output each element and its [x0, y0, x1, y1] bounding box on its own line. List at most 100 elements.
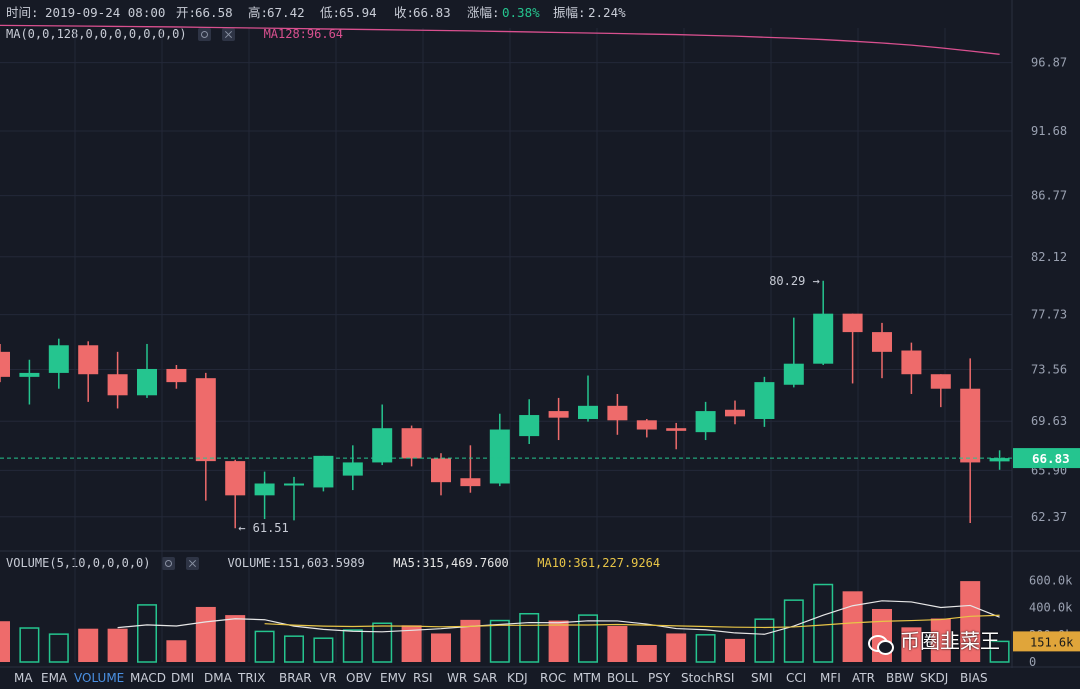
tab-psy[interactable]: PSY	[648, 671, 671, 685]
ohlc-info-bar: 时间: 2019-09-24 08:00 开: 66.58 高: 67.42 低…	[0, 0, 1080, 26]
volume-bar	[254, 630, 275, 663]
candle-body	[195, 378, 216, 462]
volume-bar	[284, 635, 304, 663]
time-value: 2019-09-24 08:00	[45, 5, 166, 20]
close-value: 66.83	[413, 5, 451, 20]
ma5-value: MA5:315,469.7600	[393, 556, 509, 570]
tab-wr[interactable]: WR	[447, 671, 468, 685]
price-tick-label: 96.87	[1031, 56, 1067, 70]
tab-dma[interactable]: DMA	[204, 671, 232, 685]
candle-body	[431, 458, 451, 483]
price-tick-label: 73.56	[1031, 362, 1067, 376]
candle-body	[783, 363, 804, 385]
candle-body	[960, 388, 981, 463]
candle-body	[930, 374, 951, 389]
tab-obv[interactable]: OBV	[346, 671, 372, 685]
volume-bar	[960, 581, 981, 662]
tab-boll[interactable]: BOLL	[607, 671, 638, 685]
tab-dmi[interactable]: DMI	[171, 671, 195, 685]
volume-bar	[901, 627, 922, 662]
tab-stochrsi[interactable]: StochRSI	[681, 671, 735, 685]
time-label: 时间:	[6, 5, 39, 20]
tab-roc[interactable]: ROC	[540, 671, 567, 685]
volume-bar	[78, 628, 99, 662]
candle-body	[989, 458, 1010, 462]
candle-body	[225, 461, 246, 496]
candle-body	[872, 332, 892, 352]
ma-indicator-legend: MA(0,0,128,0,0,0,0,0,0,0) MA128:96.64	[6, 24, 343, 44]
volume-bar	[813, 583, 834, 663]
candle-body	[254, 483, 275, 496]
volume-params[interactable]: VOLUME(5,10,0,0,0,0)	[6, 556, 151, 570]
candle-body	[48, 345, 69, 373]
tab-brar[interactable]: BRAR	[279, 671, 312, 685]
volume-bar	[636, 645, 657, 662]
volume-bar	[930, 618, 951, 662]
candle-body	[166, 368, 187, 383]
change-value: 0.38%	[502, 5, 540, 20]
candle-body	[137, 368, 157, 396]
tab-ema[interactable]: EMA	[41, 671, 68, 685]
tab-emv[interactable]: EMV	[380, 671, 407, 685]
tab-ma[interactable]: MA	[14, 671, 33, 685]
tab-macd[interactable]: MACD	[130, 671, 166, 685]
volume-bar	[107, 628, 128, 662]
tab-atr[interactable]: ATR	[852, 671, 875, 685]
tab-bias[interactable]: BIAS	[960, 671, 988, 685]
amplitude-label: 振幅:	[553, 5, 586, 20]
volume-tick-label: 400.0k	[1029, 601, 1073, 615]
high-annotation: 80.29 →	[769, 274, 820, 288]
open-value: 66.58	[195, 5, 233, 20]
candlestick-chart[interactable]: 96.8791.6886.7782.1277.7373.5669.6365.90…	[0, 0, 1080, 668]
volume-bar	[725, 638, 745, 662]
candle-body	[0, 351, 10, 377]
watermark: 币圈韭菜王	[868, 626, 1000, 656]
ma10-value: MA10:361,227.9264	[537, 556, 661, 570]
tab-trix[interactable]: TRIX	[238, 671, 266, 685]
tab-cci[interactable]: CCI	[786, 671, 807, 685]
volume-bar	[842, 591, 863, 662]
ma-close-icon[interactable]	[222, 28, 236, 41]
tab-kdj[interactable]: KDJ	[507, 671, 528, 685]
tab-bbw[interactable]: BBW	[886, 671, 914, 685]
tab-volume[interactable]: VOLUME	[74, 671, 125, 685]
indicator-tabs: MA EMA VOLUME MACD DMI DMA TRIX BRAR VR OBV EMV RSI…	[0, 668, 1080, 689]
current-price-marker	[1013, 448, 1080, 469]
volume-bar	[225, 615, 246, 662]
candle-body	[725, 409, 745, 417]
current-price-label: 66.83	[1032, 451, 1070, 466]
ma-params[interactable]: MA(0,0,128,0,0,0,0,0,0,0)	[6, 27, 187, 41]
volume-bar	[401, 625, 422, 662]
price-tick-label: 69.63	[1031, 414, 1067, 428]
price-tick-label: 82.12	[1031, 250, 1067, 264]
tab-sar[interactable]: SAR	[473, 671, 498, 685]
volume-indicator-legend: VOLUME(5,10,0,0,0,0) VOLUME:151,603.5989…	[6, 553, 660, 573]
candle-body	[401, 428, 422, 459]
volume-bar	[989, 640, 1010, 663]
volume-bar	[783, 599, 804, 663]
current-volume-marker	[1013, 631, 1080, 652]
candle-body	[78, 345, 99, 375]
volume-settings-icon[interactable]	[161, 557, 175, 570]
ma-settings-icon[interactable]	[197, 28, 211, 41]
candle-body	[666, 428, 687, 431]
candle-body	[313, 455, 334, 488]
volume-close-icon[interactable]	[185, 557, 199, 570]
high-label: 高:	[248, 5, 269, 20]
candle-body	[636, 420, 657, 430]
candle-body	[342, 462, 363, 476]
tab-mtm[interactable]: MTM	[573, 671, 602, 685]
candle-body	[519, 415, 540, 437]
high-value: 67.42	[267, 5, 305, 20]
volume-bar	[666, 633, 687, 662]
tab-smi[interactable]: SMI	[751, 671, 773, 685]
volume-bar	[607, 625, 628, 662]
tab-vr[interactable]: VR	[320, 671, 337, 685]
tab-rsi[interactable]: RSI	[413, 671, 433, 685]
volume-bar	[431, 633, 451, 662]
tab-skdj[interactable]: SKDJ	[920, 671, 949, 685]
tab-mfi[interactable]: MFI	[820, 671, 841, 685]
volume-value: VOLUME:151,603.5989	[227, 556, 365, 570]
candle-body	[695, 411, 716, 433]
wechat-icon	[868, 633, 894, 655]
